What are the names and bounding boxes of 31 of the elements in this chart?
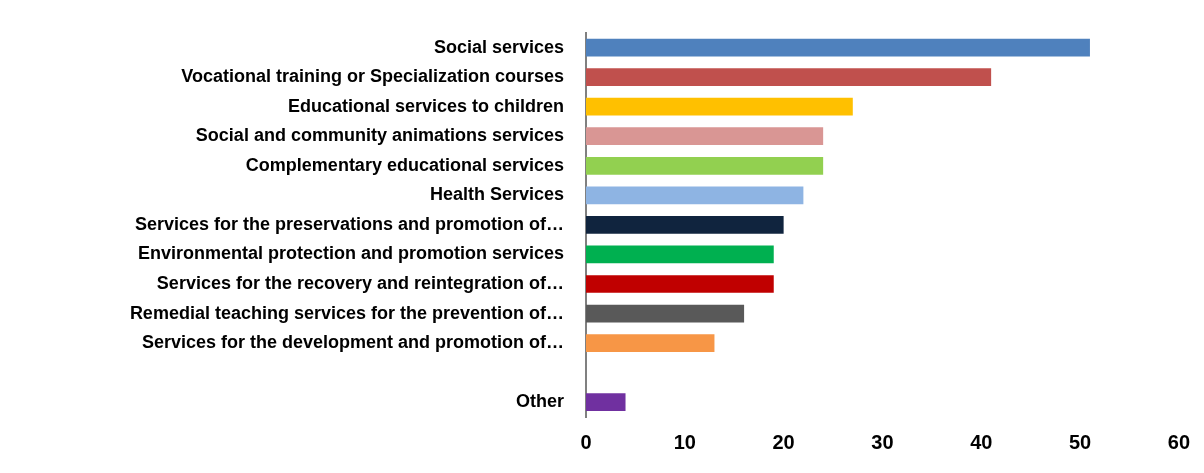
x-tick-label: 40: [970, 430, 993, 453]
y-tick-label: Other: [515, 391, 564, 412]
y-tick-label: Services for the recovery and reintegration of…: [156, 272, 564, 293]
bar: [586, 156, 824, 175]
x-tick-label: 10: [673, 430, 696, 453]
x-tick-label: 0: [580, 430, 592, 453]
bar: [586, 393, 626, 412]
y-tick-label: Services for the preservations and promotion of…: [134, 213, 564, 234]
y-tick-label: Complementary educational services: [245, 154, 564, 175]
x-tick-label: 20: [772, 430, 795, 453]
bar: [586, 216, 784, 234]
bar: [586, 334, 715, 352]
y-tick-label: Social services: [433, 36, 564, 57]
x-tick-label: 60: [1167, 430, 1190, 453]
y-tick-label: Remedial teaching services for the prevention of…: [129, 302, 564, 323]
bar: [586, 186, 804, 205]
bar: [586, 275, 774, 293]
bar: [586, 68, 992, 86]
bar: [586, 97, 853, 116]
x-tick-label: 30: [871, 430, 894, 453]
y-tick-label: Services for the development and promotion of…: [141, 332, 564, 353]
y-tick-label: Environmental protection and promotion services: [137, 243, 564, 264]
y-tick-label: Vocational training or Specialization courses: [181, 66, 564, 87]
bar: [586, 245, 774, 264]
y-tick-label: Health Services: [429, 184, 564, 205]
bar: [586, 304, 745, 323]
x-tick-label: 50: [1068, 430, 1092, 453]
bar: [586, 127, 824, 146]
bar: [586, 38, 1090, 57]
y-tick-label: Social and community animations services: [195, 125, 564, 146]
y-tick-label: Educational services to children: [287, 95, 564, 116]
